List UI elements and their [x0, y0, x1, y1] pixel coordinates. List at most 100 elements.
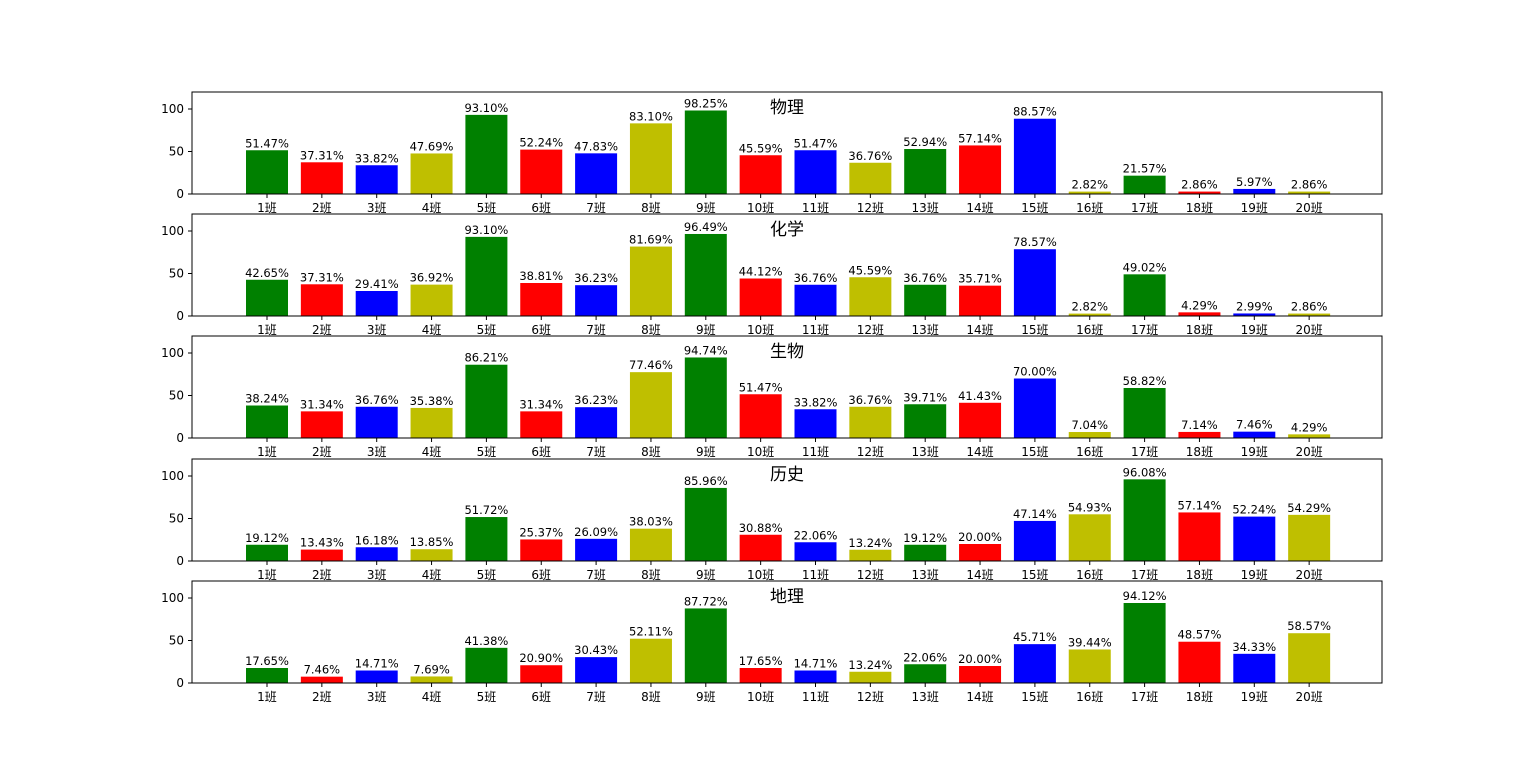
x-tick-label: 13班 [912, 323, 939, 337]
x-tick-label: 19班 [1241, 201, 1268, 215]
bar-3 [355, 406, 398, 438]
value-label: 36.76% [794, 271, 838, 285]
value-label: 36.23% [574, 271, 618, 285]
value-label: 30.43% [574, 643, 618, 657]
x-tick-label: 8班 [641, 445, 661, 459]
bar-17 [1123, 479, 1166, 561]
value-label: 19.12% [903, 531, 947, 545]
bar-20 [1288, 191, 1331, 194]
bar-6 [520, 539, 563, 561]
x-tick-label: 6班 [531, 568, 551, 582]
bar-7 [575, 285, 618, 316]
value-label: 51.72% [464, 503, 508, 517]
bar-15 [1013, 644, 1056, 683]
x-tick-label: 17班 [1131, 568, 1158, 582]
x-tick-label: 5班 [477, 323, 497, 337]
bar-5 [465, 114, 508, 194]
bar-2 [300, 676, 343, 683]
bar-12 [849, 671, 892, 683]
x-tick-label: 3班 [367, 201, 387, 215]
chart-panel-1: 51.47% 37.31% 33.82% 47.69% 93.10% 52.24% 47.8… [161, 91, 1383, 215]
x-tick-label: 4班 [422, 445, 442, 459]
x-tick-label: 16班 [1076, 568, 1103, 582]
x-tick-label: 3班 [367, 690, 387, 704]
value-label: 52.24% [1232, 503, 1276, 517]
value-label: 88.57% [1013, 105, 1057, 119]
bar-9 [684, 233, 727, 316]
value-label: 77.46% [629, 358, 673, 372]
bar-11 [794, 284, 837, 316]
bar-16 [1068, 191, 1111, 194]
bar-16 [1068, 514, 1111, 561]
value-label: 21.57% [1123, 162, 1167, 176]
y-tick-label: 100 [161, 469, 184, 483]
bar-3 [355, 547, 398, 561]
bar-6 [520, 411, 563, 438]
value-label: 2.86% [1181, 178, 1218, 192]
value-label: 51.47% [794, 136, 838, 150]
x-tick-label: 17班 [1131, 690, 1158, 704]
value-label: 45.59% [739, 141, 783, 155]
x-tick-label: 9班 [696, 568, 716, 582]
bar-14 [959, 402, 1002, 438]
axes-frame [191, 213, 1383, 317]
bar-14 [959, 285, 1002, 316]
bar-12 [849, 549, 892, 561]
bar-2 [300, 411, 343, 438]
x-tick-label: 11班 [802, 201, 829, 215]
bar-7 [575, 657, 618, 683]
value-label: 31.34% [519, 397, 563, 411]
value-label: 52.94% [903, 135, 947, 149]
x-tick-label: 18班 [1186, 323, 1213, 337]
x-tick-label: 19班 [1241, 568, 1268, 582]
bar-2 [300, 162, 343, 194]
x-tick-label: 14班 [966, 323, 993, 337]
bar-1 [246, 544, 288, 561]
x-tick-label: 8班 [641, 201, 661, 215]
x-tick-label: 14班 [966, 690, 993, 704]
value-label: 38.03% [629, 515, 673, 529]
value-label: 94.12% [1123, 589, 1167, 603]
x-tick-label: 1班 [257, 323, 277, 337]
bar-6 [520, 149, 563, 194]
y-tick-label: 50 [169, 512, 184, 526]
bar-11 [794, 409, 837, 438]
bar-17 [1123, 388, 1166, 438]
value-label: 7.69% [413, 662, 450, 676]
x-tick-label: 13班 [912, 445, 939, 459]
value-label: 33.82% [794, 395, 838, 409]
value-label: 45.59% [848, 263, 892, 277]
x-tick-label: 19班 [1241, 445, 1268, 459]
y-tick-label: 100 [161, 346, 184, 360]
bar-20 [1288, 434, 1331, 438]
bar-15 [1013, 118, 1056, 194]
x-tick-label: 15班 [1021, 201, 1048, 215]
x-tick-label: 18班 [1186, 568, 1213, 582]
x-tick-label: 16班 [1076, 690, 1103, 704]
x-tick-label: 17班 [1131, 323, 1158, 337]
bar-9 [684, 110, 727, 194]
bar-12 [849, 277, 892, 316]
bar-10 [739, 534, 782, 561]
bar-3 [355, 291, 398, 316]
value-label: 14.71% [794, 657, 838, 671]
x-tick-label: 20班 [1296, 445, 1323, 459]
x-tick-label: 7班 [586, 690, 606, 704]
x-tick-label: 7班 [586, 201, 606, 215]
x-tick-label: 8班 [641, 323, 661, 337]
x-tick-label: 20班 [1296, 323, 1323, 337]
value-label: 47.83% [574, 139, 618, 153]
x-tick-label: 13班 [912, 201, 939, 215]
bar-2 [300, 284, 343, 316]
x-tick-label: 6班 [531, 201, 551, 215]
x-tick-label: 4班 [422, 323, 442, 337]
value-label: 20.90% [519, 651, 563, 665]
bar-15 [1013, 520, 1056, 561]
x-tick-label: 1班 [257, 201, 277, 215]
value-label: 33.82% [355, 151, 399, 165]
bar-8 [629, 638, 672, 683]
value-label: 26.09% [574, 525, 618, 539]
bar-12 [849, 406, 892, 438]
bar-9 [684, 487, 727, 561]
value-label: 22.06% [794, 528, 838, 542]
